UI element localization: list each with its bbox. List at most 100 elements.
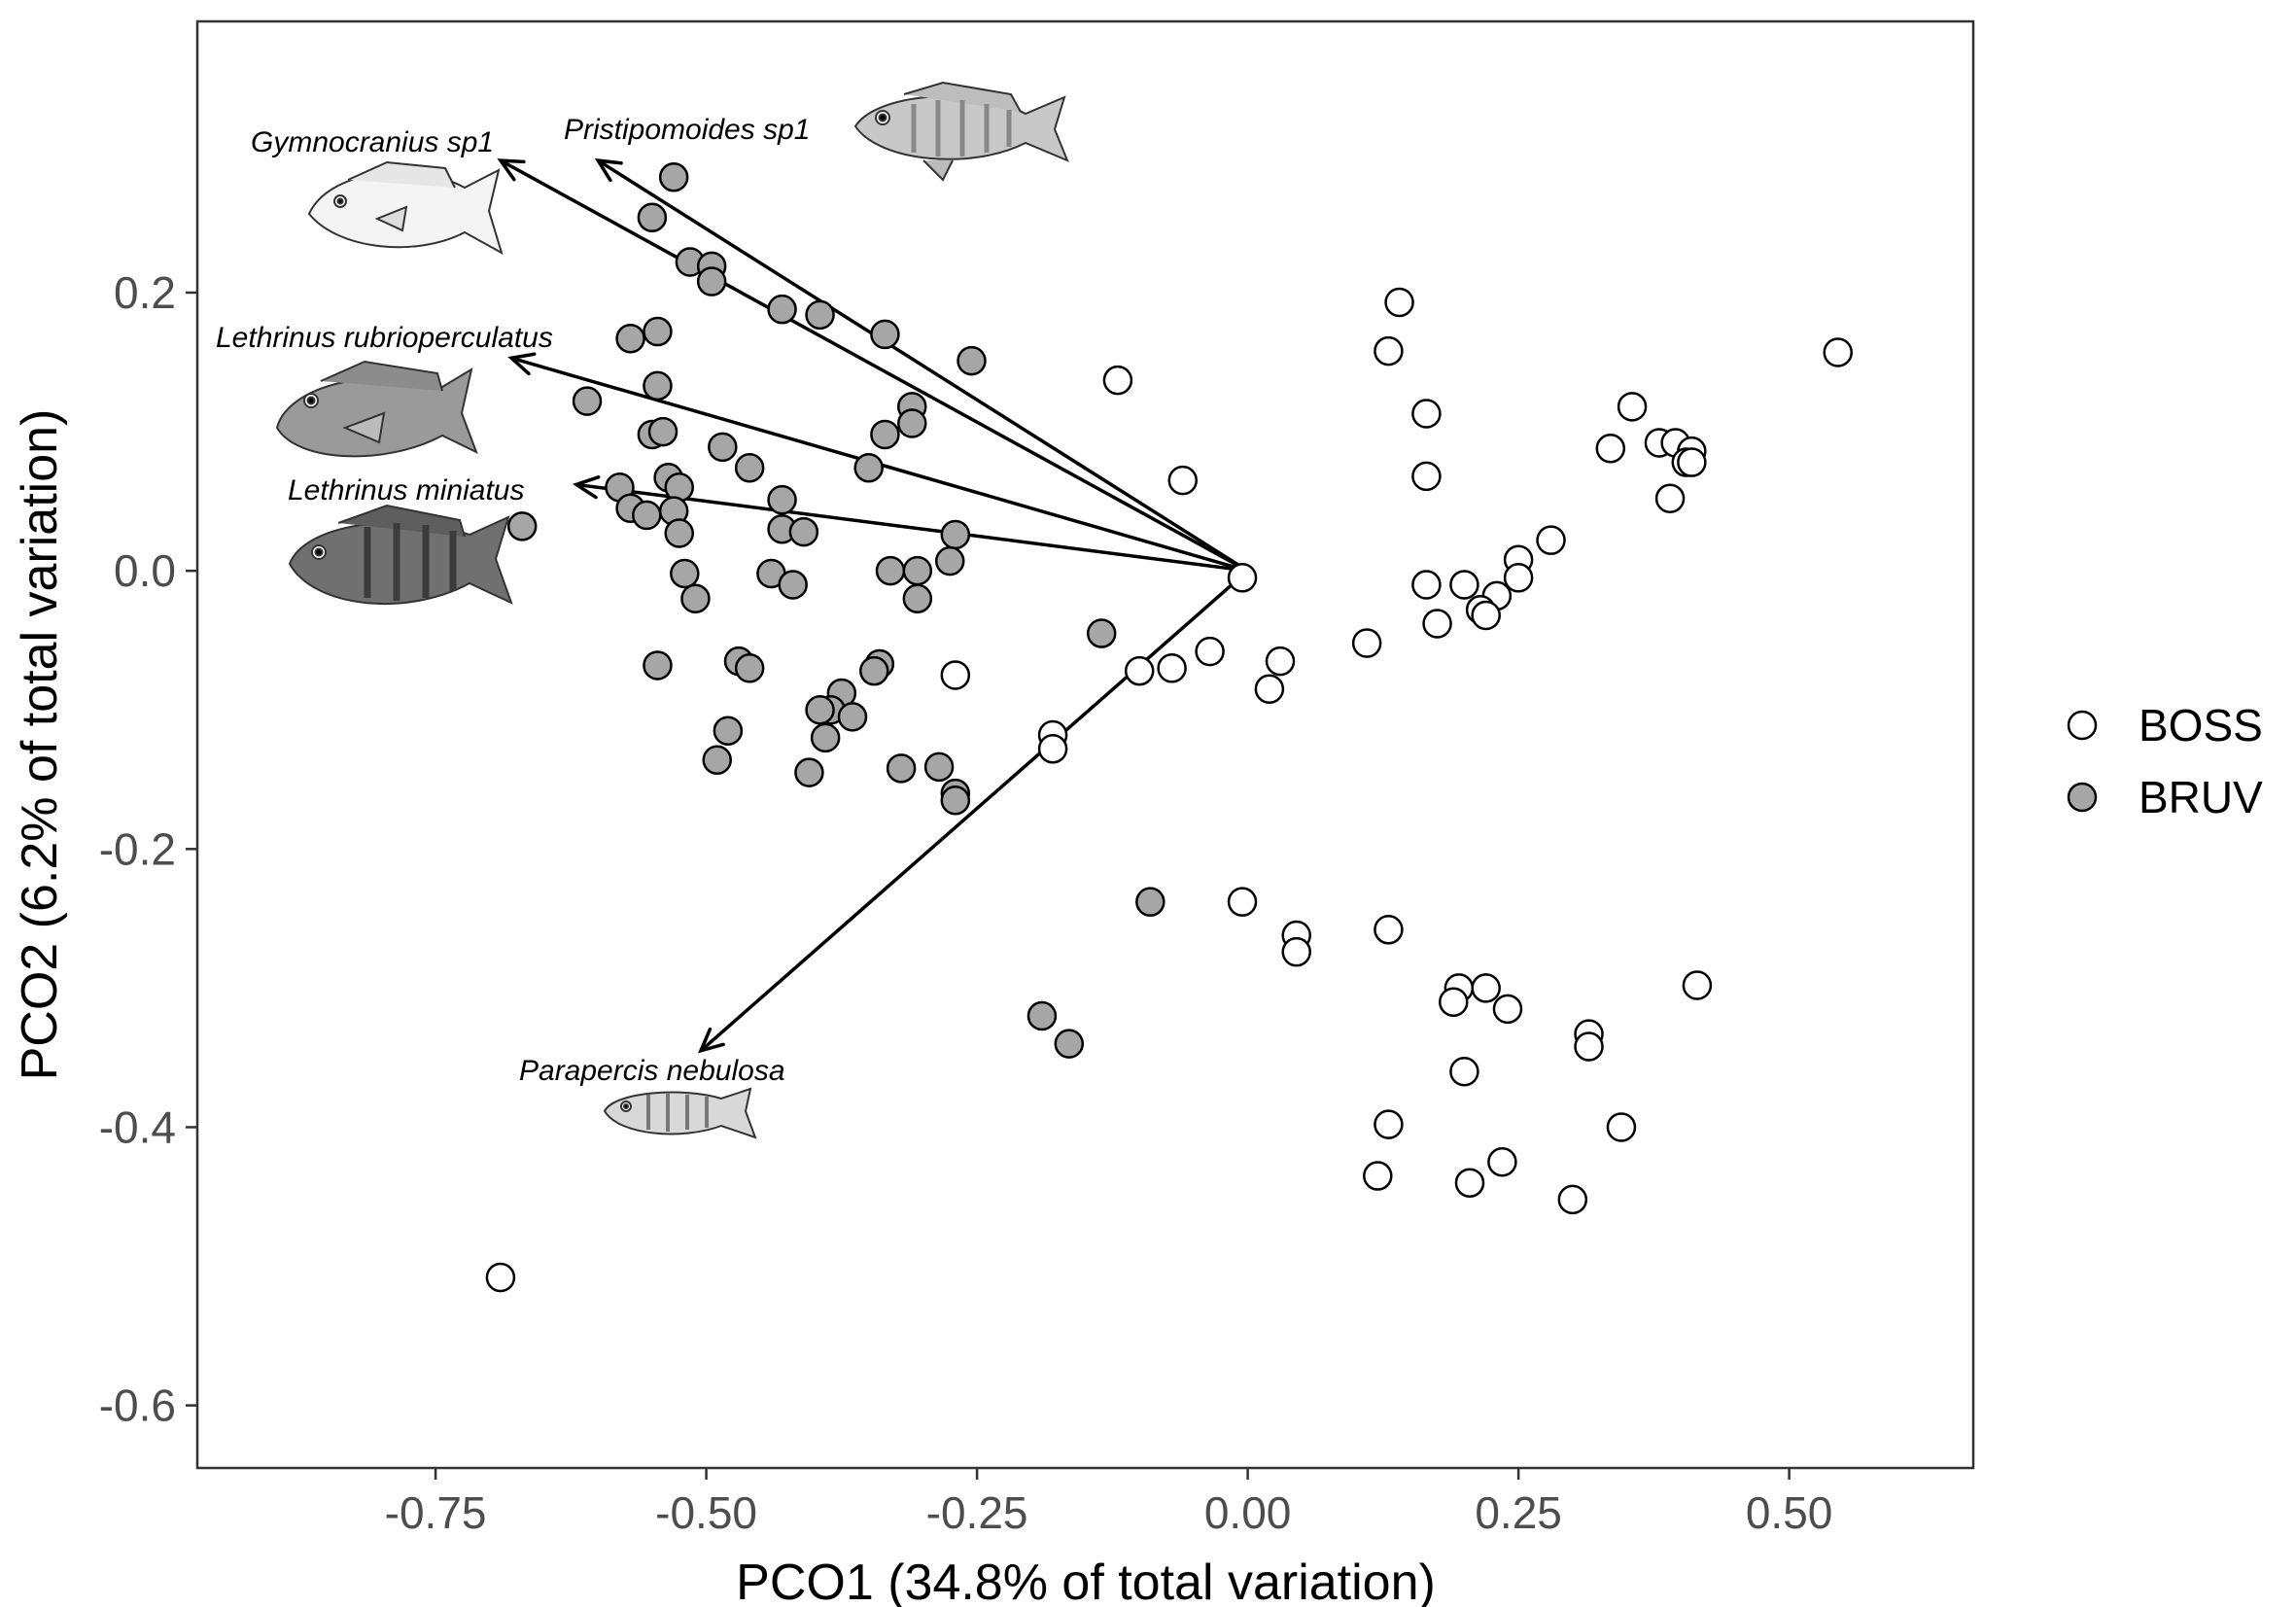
y-axis-title: PCO2 (6.2% of total variation) <box>12 409 68 1081</box>
species-arrow <box>697 569 1249 1054</box>
legend-label-bruv: BRUV <box>2139 772 2263 822</box>
point-boss <box>1654 483 1686 514</box>
point-boss <box>1503 563 1534 593</box>
point-bruv <box>615 323 645 354</box>
point-boss <box>1454 1168 1485 1198</box>
point-boss <box>1351 628 1382 658</box>
point-bruv <box>670 558 700 589</box>
point-bruv <box>805 694 835 725</box>
point-bruv <box>1135 887 1165 917</box>
x-tick-label: 0.25 <box>1475 1487 1562 1538</box>
lethrinus-miniatus-fish-icon <box>288 504 513 606</box>
y-tick-label: 0.2 <box>114 267 176 318</box>
point-boss <box>1439 987 1469 1017</box>
parapercis-nebulosa-fish-icon <box>603 1087 757 1139</box>
point-bruv <box>794 757 824 787</box>
point-bruv <box>778 570 808 600</box>
point-boss <box>1363 1161 1393 1191</box>
y-tick-label: 0.0 <box>114 545 176 596</box>
scatter-points <box>485 161 1853 1293</box>
plot-panel <box>195 19 1975 1470</box>
point-bruv <box>805 299 835 331</box>
fish-illustrations <box>275 81 1069 1139</box>
point-bruv <box>734 453 765 483</box>
point-boss <box>1157 653 1187 683</box>
point-bruv <box>1026 1000 1058 1031</box>
point-boss <box>1281 936 1311 967</box>
x-tick-label: 0.00 <box>1204 1487 1292 1538</box>
species-label-lethrinus-miniatus: Lethrinus miniatus <box>288 474 524 507</box>
point-boss <box>1411 570 1442 600</box>
point-bruv <box>902 583 933 614</box>
point-bruv <box>713 716 744 746</box>
point-boss <box>1374 1109 1404 1139</box>
y-axis: -0.6 -0.4 -0.2 0.0 0.2 <box>99 267 197 1431</box>
point-boss <box>1227 887 1258 917</box>
point-boss <box>1536 525 1566 555</box>
y-tick-label: -0.4 <box>99 1101 176 1152</box>
point-bruv <box>940 785 971 816</box>
point-boss <box>1037 734 1068 764</box>
point-boss <box>1411 461 1442 492</box>
point-boss <box>1471 600 1501 631</box>
point-bruv <box>702 745 732 775</box>
point-boss <box>1422 609 1452 639</box>
y-tick-label: -0.2 <box>99 823 176 874</box>
point-bruv <box>664 518 694 548</box>
point-boss <box>1492 994 1523 1025</box>
point-bruv <box>902 555 933 586</box>
pristipomoides-fish-icon <box>853 81 1069 182</box>
species-label-lethrinus-rubrioperculatus: Lethrinus rubrioperculatus <box>216 322 553 354</box>
point-bruv <box>810 722 841 753</box>
point-bruv <box>1086 618 1117 648</box>
point-boss <box>1471 973 1501 1003</box>
species-label-parapercis-nebulosa: Parapercis nebulosa <box>519 1055 785 1087</box>
point-boss <box>1449 570 1479 600</box>
point-bruv <box>696 266 727 297</box>
point-bruv <box>859 655 889 686</box>
point-boss <box>1595 433 1626 464</box>
legend-swatch-bruv <box>2067 782 2098 813</box>
point-bruv <box>1054 1029 1085 1059</box>
point-bruv <box>708 432 738 463</box>
point-boss <box>485 1262 516 1293</box>
point-bruv <box>837 702 868 732</box>
point-boss <box>1823 337 1853 367</box>
point-boss <box>1449 1056 1479 1087</box>
point-bruv <box>788 516 819 547</box>
point-boss <box>1557 1184 1588 1215</box>
species-label-pristipomoides: Pristipomoides sp1 <box>564 114 810 146</box>
x-tick-label: -0.50 <box>655 1487 757 1538</box>
point-bruv <box>632 500 662 531</box>
point-bruv <box>886 753 917 784</box>
point-bruv <box>767 484 797 515</box>
point-bruv <box>923 751 955 783</box>
point-bruv <box>767 294 797 325</box>
point-bruv <box>506 511 538 541</box>
species-arrow <box>497 158 1249 573</box>
point-boss <box>1677 447 1707 477</box>
point-bruv <box>875 555 906 586</box>
point-bruv <box>572 386 603 416</box>
x-tick-label: -0.25 <box>926 1487 1028 1538</box>
x-tick-label: 0.50 <box>1746 1487 1833 1538</box>
point-bruv <box>934 545 965 576</box>
legend-label-boss: BOSS <box>2139 700 2263 751</box>
point-bruv <box>897 408 927 438</box>
point-boss <box>1227 563 1258 593</box>
point-bruv <box>637 202 668 232</box>
point-bruv <box>870 319 900 350</box>
point-boss <box>1682 970 1713 1000</box>
point-boss <box>1124 655 1155 686</box>
point-boss <box>940 660 971 690</box>
point-boss <box>1617 392 1648 422</box>
point-boss <box>1574 1031 1604 1062</box>
legend-swatch-boss <box>2067 710 2098 741</box>
point-boss <box>1411 399 1442 429</box>
lethrinus-rubrioperculatus-fish-icon <box>275 360 478 458</box>
point-boss <box>1374 915 1404 945</box>
point-boss <box>1606 1112 1637 1142</box>
point-bruv <box>680 583 711 614</box>
x-tick-label: -0.75 <box>385 1487 487 1538</box>
